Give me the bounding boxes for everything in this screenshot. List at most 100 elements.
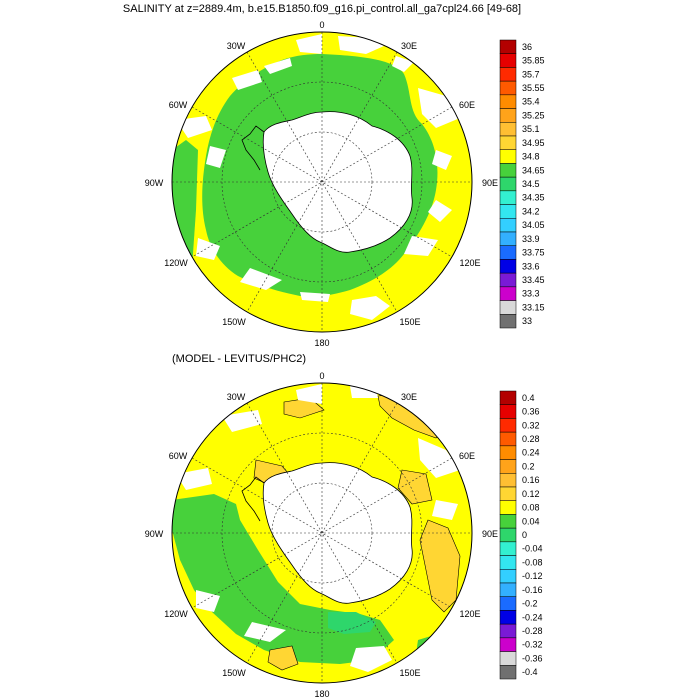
lon-label: 30W	[227, 41, 246, 51]
colorbar-label: 34.05	[522, 220, 545, 230]
lon-label: 120E	[459, 609, 480, 619]
lon-label: 60E	[459, 100, 475, 110]
colorbar-swatch	[499, 80, 517, 96]
map-border	[171, 382, 473, 684]
colorbar-label: 33.3	[522, 289, 540, 299]
colorbar-swatch	[499, 163, 517, 178]
lon-label: 150E	[399, 668, 420, 678]
lon-labels: 0 30E 60E 90E 120E 150E 180 150W 120W 90…	[145, 20, 498, 348]
colorbar-swatch	[499, 300, 517, 315]
colorbar-salinity: 36 35.85 35.7 35.55 35.4 35.25 35.1 34.95 34.8 34…	[499, 39, 545, 329]
colorbar-label: -0.24	[522, 612, 543, 622]
colorbar-swatch	[499, 39, 517, 54]
colorbar-swatch	[499, 272, 517, 288]
colorbar-swatch	[499, 610, 517, 625]
colorbar-swatch	[499, 53, 517, 68]
colorbar-label: -0.08	[522, 557, 543, 567]
colorbar-swatch	[499, 500, 517, 515]
difference-region-lightgreen	[328, 612, 376, 634]
missing-data-patches	[176, 34, 460, 320]
colorbar-swatch	[499, 514, 517, 529]
colorbar-label: 33.15	[522, 302, 545, 312]
colorbar-swatch	[499, 541, 517, 556]
colorbar-swatch	[499, 286, 517, 301]
antarctic-peninsula	[241, 476, 265, 522]
colorbar-swatch	[499, 459, 517, 474]
colorbar-label: -0.12	[522, 571, 543, 581]
colorbar-swatch	[499, 231, 517, 246]
colorbar-label: 0	[522, 530, 527, 540]
colorbar-label: 33.6	[522, 261, 540, 271]
lon-label: 0	[319, 371, 324, 381]
antarctic-peninsula	[241, 125, 265, 171]
colorbar-label: 0.28	[522, 434, 540, 444]
colorbar-label: 35.85	[522, 56, 545, 66]
colorbar-label: 0.2	[522, 461, 535, 471]
map-salinity	[171, 31, 473, 333]
colorbar-label: 0.08	[522, 503, 540, 513]
colorbar-label: 35.4	[522, 97, 540, 107]
colorbar-label: 0.12	[522, 489, 540, 499]
lon-label: 90E	[482, 529, 498, 539]
colorbar-swatch	[499, 637, 517, 652]
colorbar-swatch	[499, 67, 517, 82]
lon-label: 150E	[399, 317, 420, 327]
panel-title-difference: (MODEL - LEVITUS/PHC2)	[172, 353, 306, 365]
lon-label: 120W	[164, 609, 188, 619]
colorbar-swatch	[499, 314, 517, 329]
colorbar-swatch	[499, 473, 517, 488]
lon-label: 30W	[227, 392, 246, 402]
lon-label: 60E	[459, 451, 475, 461]
colorbar-label: 0.32	[522, 420, 540, 430]
map-difference	[171, 382, 473, 684]
lon-label: 90E	[482, 178, 498, 188]
colorbar-difference: 0.4 0.36 0.32 0.28 0.24 0.2 0.16 0.12 0.08 0.04 0 -…	[499, 390, 543, 680]
colorbar-label: 36	[522, 42, 532, 52]
lon-label: 120W	[164, 258, 188, 268]
colorbar-label: 0.4	[522, 393, 535, 403]
colorbar-swatch	[499, 569, 517, 584]
lon-label: 90W	[145, 178, 164, 188]
colorbar-label: 34.95	[522, 138, 545, 148]
lon-label: 60W	[169, 100, 188, 110]
colorbar-swatch	[499, 665, 517, 680]
colorbar-swatch	[499, 431, 517, 447]
graticule	[172, 32, 472, 332]
colorbar-label: -0.2	[522, 599, 538, 609]
colorbar-label: -0.16	[522, 585, 543, 595]
colorbar-swatch	[499, 122, 517, 137]
colorbar-swatch	[499, 108, 517, 123]
colorbar-label: 0.36	[522, 407, 540, 417]
colorbar-label: -0.36	[522, 653, 543, 663]
lon-label: 90W	[145, 529, 164, 539]
lon-labels: 0 30E 60E 90E 120E 150E 180 150W 120W 90…	[145, 371, 498, 699]
colorbar-label: 34.2	[522, 206, 540, 216]
graticule	[172, 383, 472, 683]
lon-label: 30E	[401, 41, 417, 51]
lon-label: 180	[314, 338, 329, 348]
lon-label: 0	[319, 20, 324, 30]
lon-label: 150W	[222, 317, 246, 327]
colorbar-swatch	[499, 418, 517, 433]
colorbar-swatch	[499, 94, 517, 109]
colorbar-swatch	[499, 445, 517, 460]
map-border	[171, 31, 473, 333]
colorbar-swatch	[499, 259, 517, 274]
colorbar-swatch	[499, 218, 517, 233]
colorbar-swatch	[499, 149, 517, 164]
lon-label: 30E	[401, 392, 417, 402]
colorbar-swatch	[499, 390, 517, 405]
colorbar-swatch	[499, 596, 517, 611]
colorbar-label: -0.32	[522, 640, 543, 650]
colorbar-swatch	[499, 404, 517, 419]
lon-label: 60W	[169, 451, 188, 461]
colorbar-label: 34.8	[522, 152, 540, 162]
colorbar-label: 33.9	[522, 234, 540, 244]
colorbar-label: 33.45	[522, 275, 545, 285]
colorbar-swatch	[499, 190, 517, 205]
colorbar-swatch	[499, 555, 517, 570]
colorbar-label: 34.5	[522, 179, 540, 189]
colorbar-label: -0.28	[522, 626, 543, 636]
colorbar-swatch	[499, 651, 517, 666]
colorbar-label: 35.7	[522, 69, 540, 79]
